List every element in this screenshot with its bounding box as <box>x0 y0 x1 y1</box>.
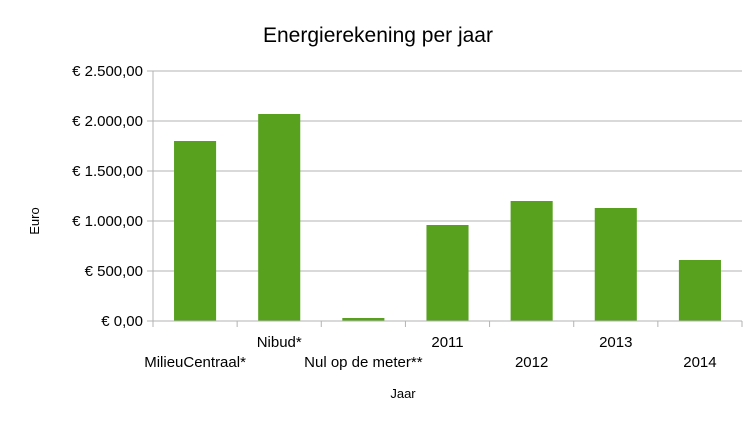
bar <box>678 260 721 321</box>
x-tick-label: Nibud* <box>257 334 302 351</box>
x-tick-label: Nul op de meter** <box>304 354 423 371</box>
x-axis-ticks: MilieuCentraal* Nibud*Nul op de meter** 20… <box>144 321 743 371</box>
x-tick-label: 2011 <box>431 334 463 351</box>
x-tick-label: 2013 <box>599 334 632 351</box>
y-axis-ticks: € 0,00 € 500,00 € 1.000,00 € 1.500,00 € 2.00… <box>72 63 153 330</box>
y-tick-label: € 2.000,00 <box>72 113 143 130</box>
bars <box>174 114 721 321</box>
y-tick-label: € 1.000,00 <box>72 213 143 230</box>
axes <box>152 71 742 322</box>
y-tick-label: € 1.500,00 <box>72 163 143 180</box>
chart-title: Energierekening per jaar <box>263 24 493 47</box>
x-tick-label: 2012 <box>515 354 548 371</box>
y-tick-label: € 500,00 <box>85 263 143 280</box>
y-tick-label: € 2.500,00 <box>72 63 143 80</box>
bar <box>510 201 553 321</box>
bar <box>342 318 385 321</box>
y-axis-title: Euro <box>27 207 42 234</box>
x-tick-label: 2014 <box>683 354 716 371</box>
bar <box>258 114 301 321</box>
grid-lines <box>153 70 742 272</box>
y-tick-label: € 0,00 <box>101 313 143 330</box>
bar <box>174 141 217 321</box>
bar <box>594 208 637 321</box>
bar <box>426 225 469 321</box>
x-tick-label: MilieuCentraal* <box>144 354 246 371</box>
x-axis-title: Jaar <box>390 386 416 401</box>
